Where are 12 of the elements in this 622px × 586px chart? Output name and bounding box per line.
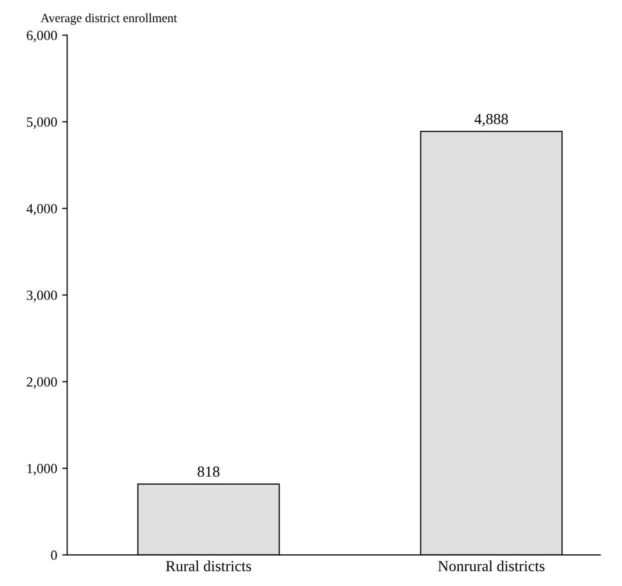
y-tick-label: 1,000 (27, 464, 57, 476)
y-axis-title: Average district enrollment (40, 13, 177, 25)
y-tick-label: 0 (51, 550, 57, 560)
x-tick-label: Nonrural districts (438, 560, 544, 572)
data-label: 4,888 (474, 114, 508, 126)
x-tick-label: Rural districts (166, 560, 252, 572)
y-tick-label: 4,000 (26, 204, 57, 216)
y-tick-label: 6,000 (26, 30, 57, 42)
data-label: 818 (198, 466, 220, 477)
y-tick-label: 2,000 (26, 377, 57, 389)
y-tick-label: 5,000 (27, 117, 57, 129)
y-tick-label: 3,000 (26, 290, 57, 302)
